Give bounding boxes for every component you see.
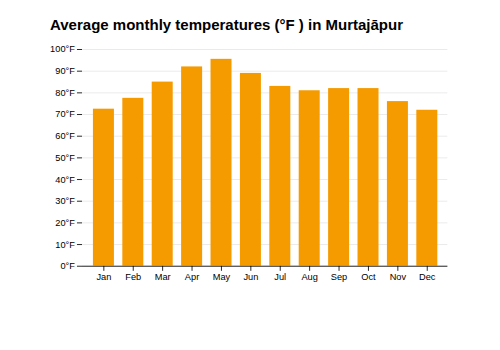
svg-text:Oct: Oct: [361, 272, 376, 282]
svg-text:Jun: Jun: [243, 272, 258, 282]
svg-text:60°F: 60°F: [55, 131, 75, 141]
svg-text:May: May: [213, 272, 231, 282]
svg-text:0°F: 0°F: [60, 261, 75, 271]
svg-text:Feb: Feb: [125, 272, 141, 282]
svg-text:Jul: Jul: [274, 272, 286, 282]
svg-text:Mar: Mar: [155, 272, 171, 282]
svg-text:Nov: Nov: [390, 272, 407, 282]
svg-text:10°F: 10°F: [55, 239, 75, 249]
svg-text:30°F: 30°F: [55, 196, 75, 206]
svg-text:80°F: 80°F: [55, 88, 75, 98]
svg-text:100°F: 100°F: [50, 44, 75, 54]
svg-text:40°F: 40°F: [55, 174, 75, 184]
svg-text:70°F: 70°F: [55, 109, 75, 119]
html-text:Average monthly temperatures (: Average monthly temperatures (°F ) in Mu…: [50, 16, 403, 33]
svg-text:90°F: 90°F: [55, 66, 75, 76]
svg-text:Jan: Jan: [96, 272, 111, 282]
svg-text:Sep: Sep: [331, 272, 347, 282]
svg-text:50°F: 50°F: [55, 153, 75, 163]
svg-text:Dec: Dec: [419, 272, 436, 282]
svg-text:Apr: Apr: [185, 272, 199, 282]
svg-text:20°F: 20°F: [55, 218, 75, 228]
svg-text:Aug: Aug: [301, 272, 317, 282]
